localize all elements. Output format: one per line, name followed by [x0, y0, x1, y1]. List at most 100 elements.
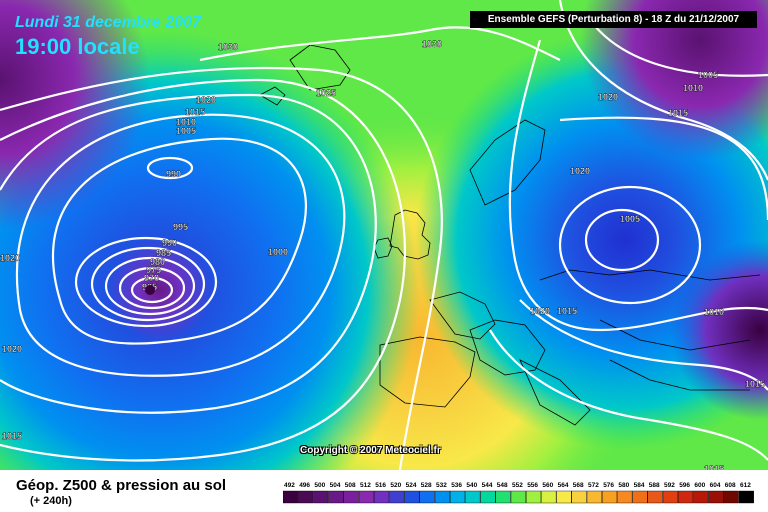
- legend-swatch: [495, 490, 511, 504]
- legend-swatch: [525, 490, 542, 504]
- forecast-lead-time: (+ 240h): [30, 495, 72, 507]
- legend-value: 500: [314, 482, 325, 489]
- legend-swatch: [449, 490, 466, 504]
- isobar-label: 1015: [668, 108, 688, 118]
- legend-value: 600: [694, 482, 705, 489]
- isobar-label: 1020: [530, 306, 550, 316]
- isobar-label: 1030: [422, 39, 442, 49]
- legend-value: 596: [679, 482, 690, 489]
- legend-value: 568: [573, 482, 584, 489]
- isobar-label: 1010: [176, 117, 196, 127]
- forecast-time: 19:00 locale: [15, 34, 140, 59]
- legend-value: 552: [512, 482, 523, 489]
- isobar-label: 1020: [196, 95, 216, 105]
- isobar-label: 1020: [0, 253, 20, 263]
- isobar-label: 990: [162, 238, 177, 248]
- legend-value: 512: [360, 482, 371, 489]
- isobar-label: 1005: [176, 126, 196, 136]
- legend-value: 604: [710, 482, 721, 489]
- legend-swatch: [602, 490, 618, 504]
- legend-swatch: [632, 490, 648, 504]
- legend-swatch: [586, 490, 602, 504]
- legend-swatch: [693, 490, 709, 504]
- legend-value: 592: [664, 482, 675, 489]
- legend-swatch: [617, 490, 633, 504]
- color-legend: 492 496 500 504 508 512 516 520 524 528 532 536 540 5…: [283, 482, 754, 504]
- legend-value: 528: [421, 482, 432, 489]
- weather-map: 1030 1030 1025 1020 1015 1010 1005 990 9…: [0, 0, 768, 470]
- legend-swatch: [571, 490, 587, 504]
- isobar-label: 1010: [683, 83, 703, 93]
- isobar-label: 1010: [704, 307, 724, 317]
- isobar-label: 1020: [598, 92, 618, 102]
- legend-swatch: [465, 490, 481, 504]
- legend-swatch: [404, 490, 420, 504]
- legend-value: 576: [603, 482, 614, 489]
- model-run-label: Ensemble GEFS (Perturbation 8) - 18 Z du…: [470, 11, 757, 28]
- legend-swatch: [313, 490, 329, 504]
- copyright-text: Copyright © 2007 Meteociel.fr: [300, 445, 441, 456]
- legend-value: 516: [375, 482, 386, 489]
- legend-value: 560: [542, 482, 553, 489]
- forecast-date: Lundi 31 decembre 2007: [15, 14, 201, 31]
- legend-swatch: [297, 490, 314, 504]
- legend-value: 508: [345, 482, 356, 489]
- isobar-label: 1015: [745, 379, 765, 389]
- legend-value: 524: [406, 482, 417, 489]
- legend-value: 540: [466, 482, 477, 489]
- isobar-label: 1025: [316, 88, 336, 98]
- legend-value: 544: [482, 482, 493, 489]
- isobar-label: 990: [166, 169, 181, 179]
- legend-swatch: [662, 490, 678, 504]
- legend-swatch: [328, 490, 344, 504]
- legend-swatch: [389, 490, 405, 504]
- legend-swatch: [541, 490, 557, 504]
- isobar-label: 1015: [704, 464, 724, 470]
- isobar-label: 975: [146, 265, 161, 275]
- legend-value: 504: [330, 482, 341, 489]
- legend-value: 608: [725, 482, 736, 489]
- isobars: [0, 0, 768, 470]
- legend-value: 564: [558, 482, 569, 489]
- isobar-labels: 1030 1030 1025 1020 1015 1010 1005 990 9…: [0, 39, 765, 470]
- legend-swatch: [343, 490, 359, 504]
- isobar-label: 1015: [557, 306, 577, 316]
- isobar-label: 1020: [2, 344, 22, 354]
- legend-value: 536: [451, 482, 462, 489]
- legend-swatch: [738, 490, 754, 504]
- low-center-west: [145, 285, 155, 295]
- legend-value: 584: [634, 482, 645, 489]
- legend-swatch: [434, 490, 450, 504]
- legend-value: 496: [299, 482, 310, 489]
- map-footer: Géop. Z500 & pression au sol (+ 240h) 49…: [0, 470, 768, 512]
- legend-swatch: [723, 490, 739, 504]
- isobar-label: 995: [173, 222, 188, 232]
- legend-value: 548: [497, 482, 508, 489]
- isobar-label: 1000: [268, 247, 288, 257]
- isobar-label: 980: [150, 257, 165, 267]
- legend-swatch: [647, 490, 663, 504]
- legend-value: 588: [649, 482, 660, 489]
- legend-value: 556: [527, 482, 538, 489]
- isobar-label: 1030: [218, 42, 238, 52]
- legend-value: 520: [390, 482, 401, 489]
- map-canvas: 1030 1030 1025 1020 1015 1010 1005 990 9…: [0, 0, 768, 470]
- isobar-label: 1005: [620, 214, 640, 224]
- map-product-title: Géop. Z500 & pression au sol: [16, 477, 227, 494]
- legend-value: 492: [284, 482, 295, 489]
- isobar-label: 1015: [185, 107, 205, 117]
- legend-swatch: [678, 490, 694, 504]
- isobar-label: 985: [156, 248, 171, 258]
- legend-swatch: [556, 490, 572, 504]
- legend-value: 580: [618, 482, 629, 489]
- legend-swatch: [708, 490, 724, 504]
- legend-value: 572: [588, 482, 599, 489]
- legend-swatch: [358, 490, 374, 504]
- isobar-label: 1005: [698, 70, 718, 80]
- legend-value: 532: [436, 482, 447, 489]
- legend-swatch: [283, 490, 298, 504]
- isobar-label: 970: [144, 273, 159, 283]
- legend-swatch: [510, 490, 526, 504]
- legend-swatch: [373, 490, 390, 504]
- legend-swatch: [480, 490, 496, 504]
